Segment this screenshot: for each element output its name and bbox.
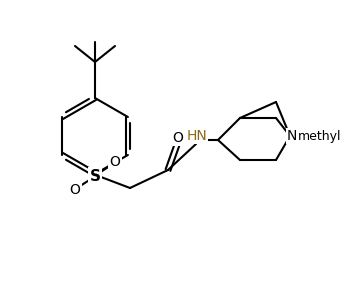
Text: O: O [172,131,184,145]
Text: O: O [109,155,121,169]
Text: N: N [287,129,297,143]
Text: HN: HN [186,129,207,143]
Text: S: S [90,168,100,183]
Text: O: O [69,183,80,197]
Text: methyl: methyl [298,130,342,143]
